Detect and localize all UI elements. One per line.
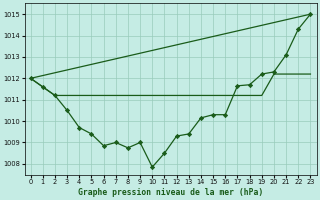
X-axis label: Graphe pression niveau de la mer (hPa): Graphe pression niveau de la mer (hPa) bbox=[78, 188, 263, 197]
